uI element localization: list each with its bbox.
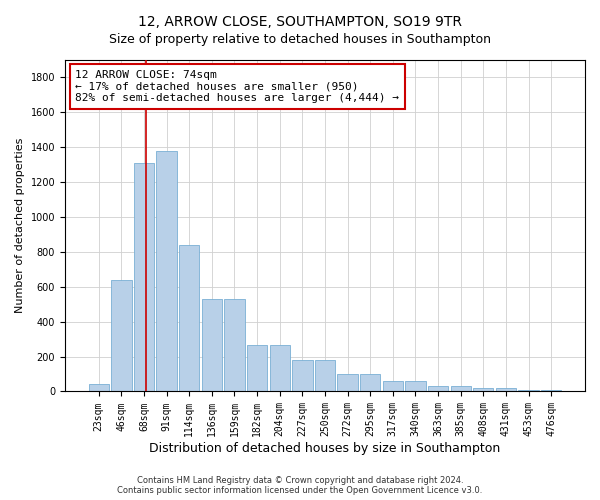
Bar <box>451 386 471 392</box>
Bar <box>202 299 222 392</box>
Text: Size of property relative to detached houses in Southampton: Size of property relative to detached ho… <box>109 32 491 46</box>
Bar <box>473 388 493 392</box>
Bar <box>518 390 539 392</box>
Bar <box>111 280 131 392</box>
Bar <box>360 374 380 392</box>
Bar <box>428 386 448 392</box>
Bar <box>383 381 403 392</box>
Bar <box>315 360 335 392</box>
Bar <box>157 150 177 392</box>
Bar <box>134 163 154 392</box>
Y-axis label: Number of detached properties: Number of detached properties <box>15 138 25 314</box>
Bar <box>405 381 425 392</box>
Bar <box>496 388 516 392</box>
Text: Contains HM Land Registry data © Crown copyright and database right 2024.
Contai: Contains HM Land Registry data © Crown c… <box>118 476 482 495</box>
Bar <box>224 299 245 392</box>
Bar <box>337 374 358 392</box>
Bar <box>269 345 290 392</box>
Bar <box>89 384 109 392</box>
Bar <box>179 245 199 392</box>
Bar <box>541 390 562 392</box>
Bar <box>292 360 313 392</box>
Text: 12, ARROW CLOSE, SOUTHAMPTON, SO19 9TR: 12, ARROW CLOSE, SOUTHAMPTON, SO19 9TR <box>138 15 462 29</box>
Text: 12 ARROW CLOSE: 74sqm
← 17% of detached houses are smaller (950)
82% of semi-det: 12 ARROW CLOSE: 74sqm ← 17% of detached … <box>76 70 400 103</box>
X-axis label: Distribution of detached houses by size in Southampton: Distribution of detached houses by size … <box>149 442 500 455</box>
Bar <box>247 345 267 392</box>
